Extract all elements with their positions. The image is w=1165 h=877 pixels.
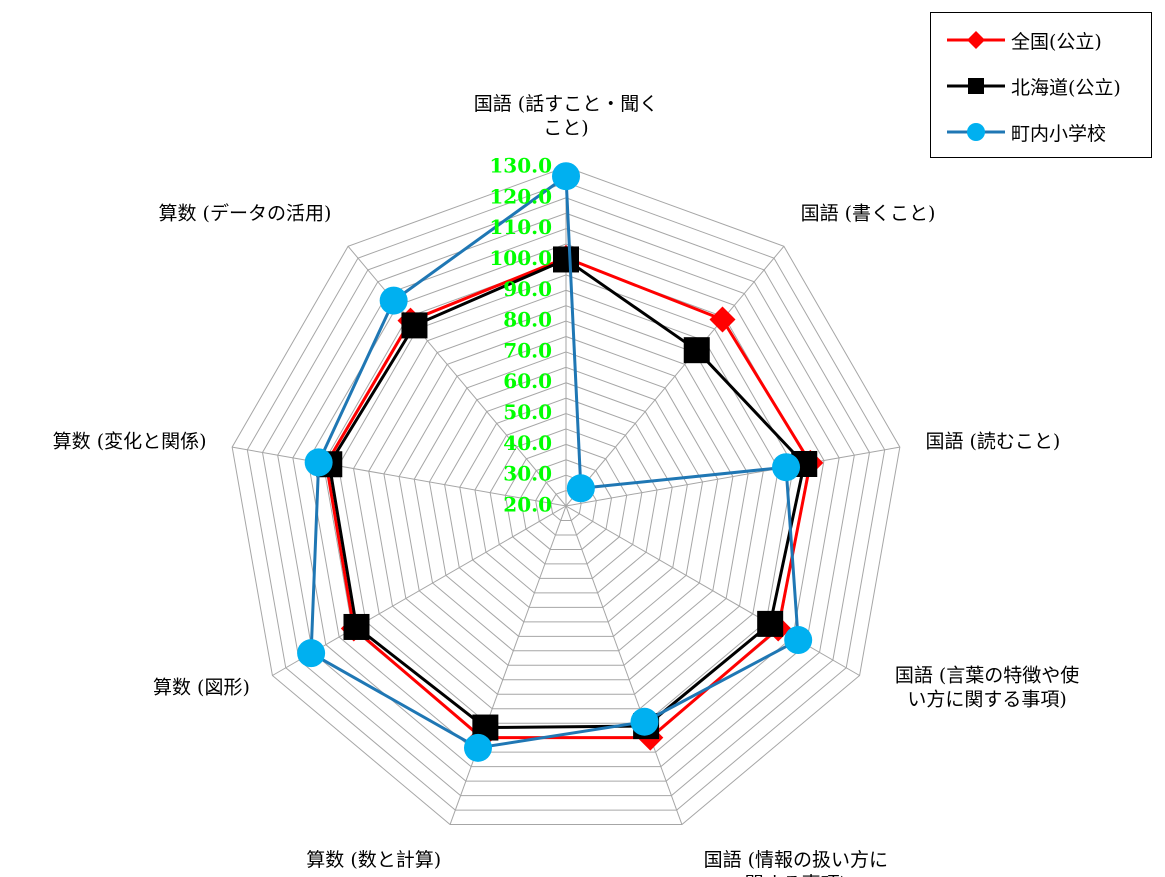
grid-ring (246, 181, 886, 811)
category-label-line: 算数 (変化と関係) (53, 431, 207, 453)
grid-spoke (449, 505, 567, 825)
category-label-line: 国語 (情報の扱い方に (704, 849, 888, 871)
grid-ring (428, 366, 704, 637)
data-point-square (343, 613, 370, 640)
category-label-line: こと) (543, 117, 588, 139)
grid-spoke (565, 505, 683, 825)
tick-label: 20.0 (503, 493, 552, 517)
grid-spoke (347, 245, 567, 507)
legend-marker-circle (947, 123, 1005, 141)
tick-label: 110.0 (489, 215, 552, 239)
grid-ring (277, 212, 855, 782)
data-point-square (757, 610, 784, 637)
grid-spoke (565, 446, 900, 507)
category-label-line: 算数 (データの活用) (159, 202, 332, 224)
grid-ring (413, 351, 719, 652)
grid-ring (459, 397, 673, 608)
category-label: 算数 (変化と関係) (53, 431, 207, 453)
category-label-line: 国語 (話すこと・聞く (474, 93, 658, 115)
radial-tick-labels: 20.0 30.0 40.0 50.0 60.0 70.0 80.0 90.0 100.0 110… (489, 154, 552, 517)
category-label-line: い方に関する事項) (907, 689, 1066, 711)
category-label-line: 国語 (読むこと) (925, 431, 1060, 453)
grid-ring (504, 443, 628, 565)
category-label-line: 国語 (書くこと) (801, 202, 936, 224)
legend-label: 北海道(公立) (1011, 76, 1121, 99)
legend-item-town-school: 町内小学校 (945, 117, 1106, 147)
category-label-line: 算数 (数と計算) (306, 849, 441, 871)
data-point-circle (552, 162, 580, 191)
category-label: 国語 (読むこと) (925, 431, 1060, 453)
radar-grid (231, 166, 901, 826)
grid-ring (368, 305, 764, 695)
data-point-circle (463, 733, 492, 762)
series-layer (297, 162, 824, 762)
category-label-line: 算数 (図形) (153, 677, 250, 699)
tick-label: 100.0 (489, 246, 552, 270)
grid-ring (398, 335, 734, 666)
legend-item-hokkaido: 北海道(公立) (945, 71, 1121, 101)
tick-label: 90.0 (503, 277, 552, 301)
tick-label: 30.0 (503, 462, 552, 486)
category-label: 国語 (話すこと・聞くこと) (474, 93, 658, 139)
grid-spoke (565, 505, 860, 676)
data-point-circle (772, 453, 801, 482)
tick-label: 70.0 (503, 338, 552, 362)
grid-ring (489, 428, 643, 579)
category-label-line: 関する事項) (745, 873, 847, 877)
series-line (327, 257, 806, 730)
data-point-circle (566, 474, 595, 503)
tick-label: 50.0 (503, 400, 552, 424)
data-point-square (683, 337, 710, 364)
grid-spoke (565, 245, 785, 507)
legend: 全国(公立) 北海道(公立) 町内小学校 (930, 12, 1152, 158)
grid-spoke (232, 446, 567, 507)
legend-item-national: 全国(公立) (945, 25, 1102, 55)
grid-ring (292, 228, 840, 768)
category-label: 国語 (言葉の特徴や使い方に関する事項) (895, 665, 1079, 711)
data-point-circle (304, 448, 333, 477)
grid-ring (519, 459, 613, 550)
data-point-circle (630, 707, 659, 736)
series-line (309, 174, 800, 750)
grid-ring (383, 320, 749, 681)
grid-ring (261, 197, 871, 797)
tick-label: 40.0 (503, 431, 552, 455)
grid-ring (337, 274, 795, 724)
legend-label: 全国(公立) (1011, 30, 1102, 53)
tick-label: 80.0 (503, 308, 552, 332)
data-point-circle (379, 286, 408, 315)
tick-label: 120.0 (489, 184, 552, 208)
category-label: 算数 (データの活用) (159, 202, 332, 224)
category-label-line: 国語 (言葉の特徴や使 (895, 665, 1079, 687)
grid-ring (353, 289, 779, 710)
grid-ring (307, 243, 825, 753)
data-point-circle (297, 639, 326, 668)
tick-label: 60.0 (503, 369, 552, 393)
data-point-square (553, 246, 579, 273)
category-label: 国語 (情報の扱い方に関する事項) (704, 849, 888, 877)
series-line (324, 256, 812, 740)
legend-marker-square (947, 78, 1005, 94)
legend-marker-diamond (947, 31, 1005, 49)
category-label: 算数 (数と計算) (306, 849, 441, 871)
grid-ring (474, 413, 658, 594)
category-labels: 国語 (話すこと・聞くこと) 国語 (書くこと) 国語 (読むこと) 国語 (言葉の特… (53, 93, 1080, 877)
data-point-diamond (709, 306, 736, 333)
grid-ring (231, 166, 901, 826)
tick-label: 130.0 (489, 154, 552, 178)
category-label: 算数 (図形) (153, 677, 250, 699)
grid-ring (444, 382, 688, 623)
category-label: 国語 (書くこと) (801, 202, 936, 224)
legend-label: 町内小学校 (1011, 122, 1107, 145)
data-point-circle (784, 626, 813, 655)
data-point-square (401, 312, 428, 339)
